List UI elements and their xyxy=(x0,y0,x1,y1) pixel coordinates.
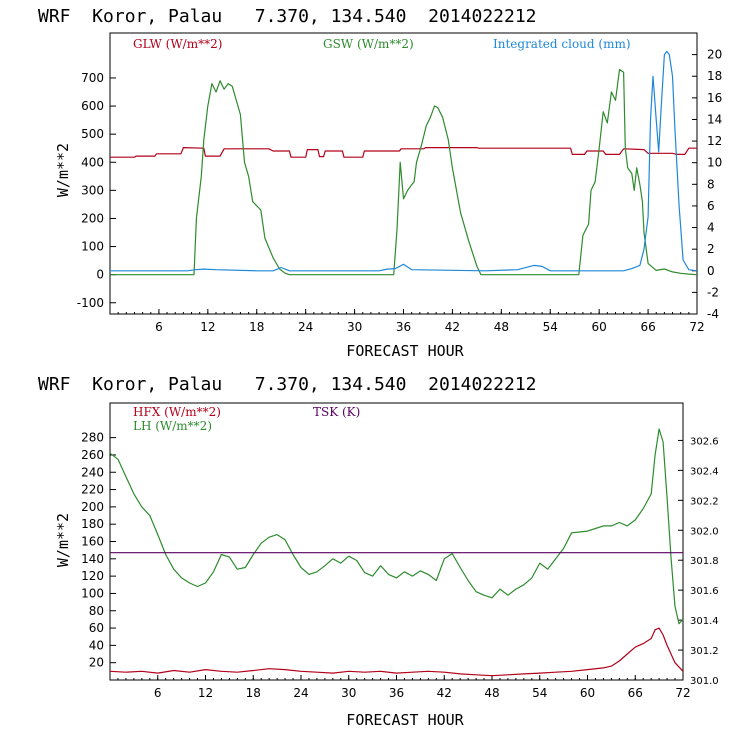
chart1-legend-gsw: GSW (W/m**2) xyxy=(323,37,414,51)
chart1-rtick-label-9: 14 xyxy=(707,112,722,126)
chart1-ylabel: W/m**2 xyxy=(54,143,72,197)
chart1-xtick-label-0: 6 xyxy=(155,320,163,334)
chart2-rtick-label-5: 302.0 xyxy=(690,526,719,537)
chart1-ytick-label-6: 500 xyxy=(81,127,104,141)
chart1-ytick-label-3: 200 xyxy=(81,211,104,225)
chart1-xtick-label-4: 30 xyxy=(347,320,362,334)
chart1-rtick-label-5: 6 xyxy=(707,199,715,213)
chart2-xtick-label-7: 48 xyxy=(484,686,499,700)
chart1-ytick-label-2: 100 xyxy=(81,240,104,254)
chart1-xtick-label-2: 18 xyxy=(249,320,264,334)
chart1-rtick-label-12: 20 xyxy=(707,48,722,62)
chart2-series-lh-line xyxy=(109,428,684,625)
chart1-legend-glw: GLW (W/m**2) xyxy=(133,37,222,51)
chart1-xtick-label-9: 60 xyxy=(592,320,607,334)
chart2-ytick-label-11: 240 xyxy=(81,465,104,479)
chart1-series-glw-line xyxy=(110,147,697,158)
chart2-xtick-label-8: 54 xyxy=(532,686,547,700)
chart1-xtick-label-11: 72 xyxy=(689,320,704,334)
chart2-ytick-label-1: 40 xyxy=(89,638,104,652)
chart2-xtick-label-1: 12 xyxy=(198,686,213,700)
chart2-xlabel: FORECAST HOUR xyxy=(346,711,464,729)
chart1-rtick-label-7: 10 xyxy=(707,156,722,170)
chart2-ytick-label-0: 20 xyxy=(89,656,104,670)
chart1-ytick-label-7: 600 xyxy=(81,99,104,113)
chart2-ytick-label-7: 160 xyxy=(81,535,104,549)
chart1-xlabel: FORECAST HOUR xyxy=(346,342,464,360)
chart1-ytick-label-4: 300 xyxy=(81,183,104,197)
chart1-legend-cloud: Integrated cloud (mm) xyxy=(493,37,631,51)
chart1-rtick-label-0: -4 xyxy=(707,307,719,321)
chart2-xtick-label-4: 30 xyxy=(341,686,356,700)
chart2-rtick-label-2: 301.4 xyxy=(690,616,719,627)
chart1-rtick-label-3: 2 xyxy=(707,242,715,256)
chart2-rtick-label-4: 301.8 xyxy=(690,556,719,567)
chart2-legend-hfx: HFX (W/m**2) xyxy=(133,405,221,419)
chart1-xtick-label-5: 36 xyxy=(396,320,411,334)
chart1-xtick-label-8: 54 xyxy=(543,320,558,334)
chart1-ytick-label-1: 0 xyxy=(96,268,104,282)
chart2-rtick-label-1: 301.2 xyxy=(690,646,719,657)
chart2-frame xyxy=(109,402,684,681)
chart1-rtick-label-2: 0 xyxy=(707,264,715,278)
chart1-rtick-label-11: 18 xyxy=(707,69,722,83)
chart1-series-gsw-line xyxy=(110,68,698,276)
chart2-rtick-label-8: 302.6 xyxy=(690,436,719,447)
chart1-rtick-label-8: 12 xyxy=(707,134,722,148)
chart2-ytick-label-13: 280 xyxy=(81,431,104,445)
chart2-ytick-label-5: 120 xyxy=(81,569,104,583)
chart2-ytick-label-3: 80 xyxy=(89,604,104,618)
chart2-xtick-label-3: 24 xyxy=(293,686,308,700)
chart1-rtick-label-10: 16 xyxy=(707,91,722,105)
chart2-ytick-label-2: 60 xyxy=(89,621,104,635)
chart2-rtick-label-7: 302.4 xyxy=(690,466,719,477)
chart2-ytick-label-10: 220 xyxy=(81,483,104,497)
chart2-xtick-label-10: 66 xyxy=(628,686,643,700)
chart2-ytick-label-12: 260 xyxy=(81,448,104,462)
chart2-rtick-label-3: 301.6 xyxy=(690,586,719,597)
chart2-legend-lh: LH (W/m**2) xyxy=(133,419,212,433)
chart1-xtick-label-7: 48 xyxy=(494,320,509,334)
chart1-rtick-label-1: -2 xyxy=(707,285,719,299)
chart2-title: WRF Koror, Palau 7.370, 134.540 20140222… xyxy=(38,374,537,395)
chart2-rtick-label-6: 302.2 xyxy=(690,496,719,507)
chart2-ytick-label-9: 200 xyxy=(81,500,104,514)
chart2-xtick-label-6: 42 xyxy=(437,686,452,700)
chart2-series-hfx-line xyxy=(109,627,684,677)
chart2-legend-tsk: TSK (K) xyxy=(313,405,360,419)
chart1-xtick-label-3: 24 xyxy=(298,320,313,334)
chart2-ylabel: W/m**2 xyxy=(54,513,72,567)
chart1-title: WRF Koror, Palau 7.370, 134.540 20140222… xyxy=(38,6,537,27)
chart1-frame xyxy=(109,32,698,315)
chart2-xtick-label-0: 6 xyxy=(154,686,162,700)
chart1-xtick-label-10: 66 xyxy=(640,320,655,334)
chart2-xtick-label-9: 60 xyxy=(580,686,595,700)
chart1-series-cloud-line xyxy=(110,50,698,272)
chart2-xtick-label-2: 18 xyxy=(246,686,261,700)
chart2-ytick-label-4: 100 xyxy=(81,586,104,600)
chart1-rtick-label-6: 8 xyxy=(707,177,715,191)
chart2-xtick-label-5: 36 xyxy=(389,686,404,700)
chart2-ytick-label-8: 180 xyxy=(81,517,104,531)
chart1-ytick-label-0: -100 xyxy=(77,296,104,310)
chart1-rtick-label-4: 4 xyxy=(707,221,715,235)
chart1-ytick-label-8: 700 xyxy=(81,71,104,85)
chart2-rtick-label-0: 301.0 xyxy=(690,676,719,687)
chart2-xtick-label-11: 72 xyxy=(675,686,690,700)
chart1-xtick-label-6: 42 xyxy=(445,320,460,334)
chart1-ytick-label-5: 400 xyxy=(81,155,104,169)
chart1-xtick-label-1: 12 xyxy=(200,320,215,334)
chart2-ytick-label-6: 140 xyxy=(81,552,104,566)
